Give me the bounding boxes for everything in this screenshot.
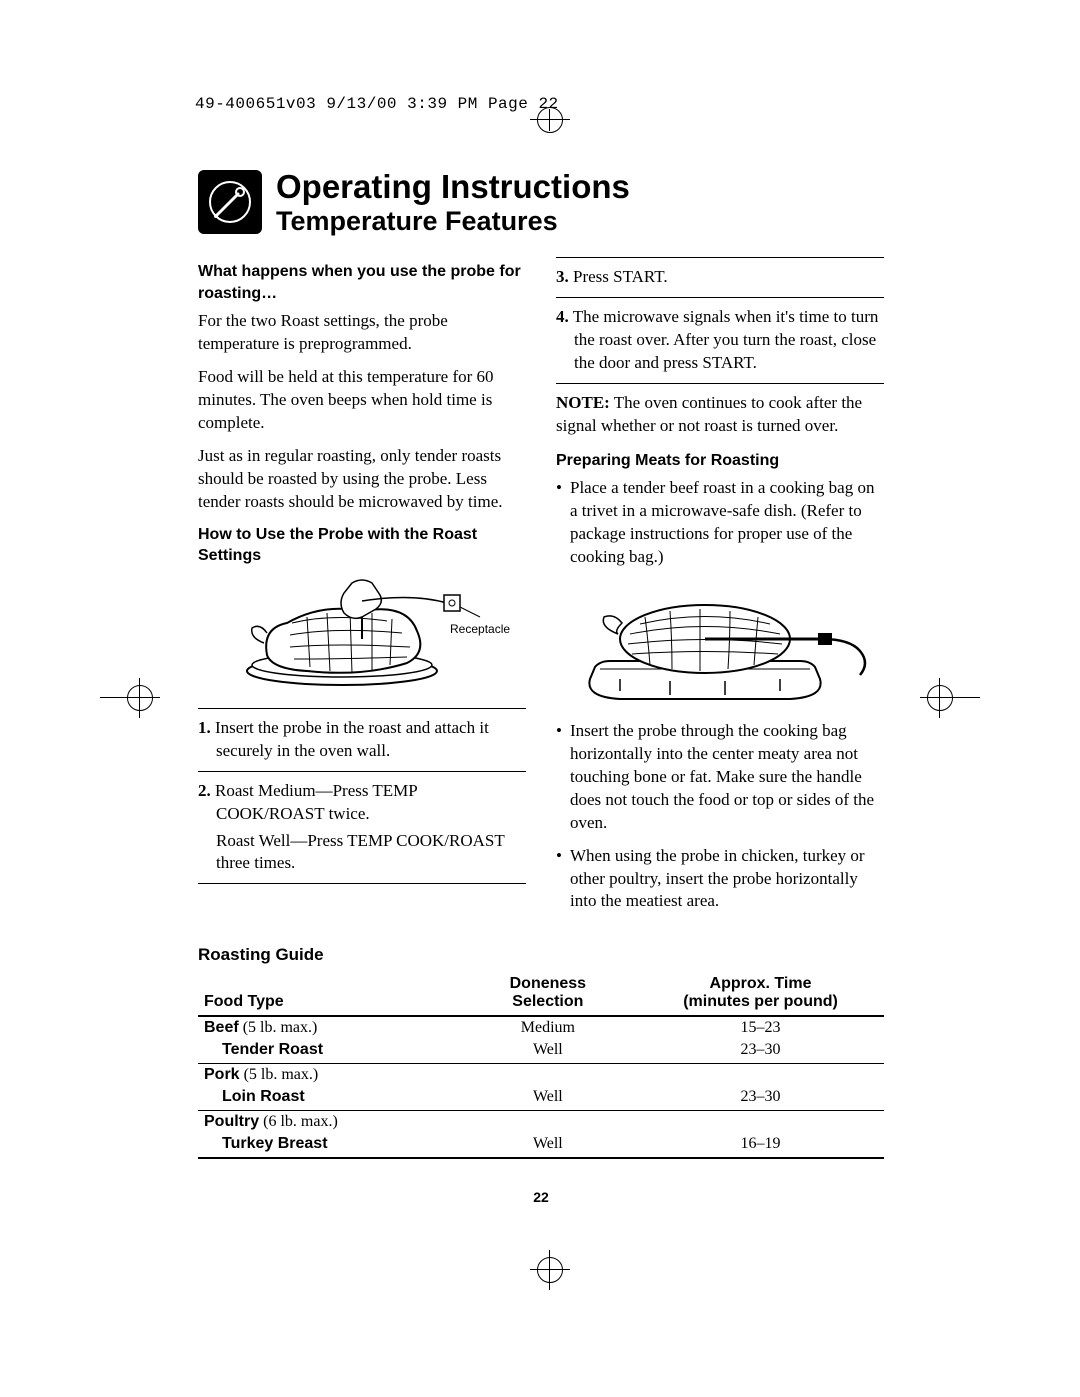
- rule: [556, 257, 884, 258]
- page-number: 22: [198, 1189, 884, 1205]
- left-column: What happens when you use the probe for …: [198, 257, 526, 923]
- rule: [198, 883, 526, 884]
- food-sub: Tender Roast: [204, 1041, 323, 1059]
- table-row: Beef (5 lb. max.) Medium 15–23: [198, 1016, 884, 1039]
- note-para: NOTE: The oven continues to cook after t…: [556, 392, 884, 438]
- food-cat: Poultry: [204, 1113, 259, 1130]
- roasting-table-body: Beef (5 lb. max.) Medium 15–23 Tender Ro…: [198, 1016, 884, 1158]
- step-text: Insert the probe in the roast and attach…: [215, 718, 489, 760]
- para: Food will be held at this temperature fo…: [198, 366, 526, 435]
- print-slug: 49-400651v03 9/13/00 3:39 PM Page 22: [195, 95, 559, 113]
- steps-right: 3. Press START.: [556, 266, 884, 289]
- rule: [198, 771, 526, 772]
- body-columns: What happens when you use the probe for …: [198, 257, 884, 923]
- title-row: Operating Instructions Temperature Featu…: [198, 170, 884, 235]
- col-doneness-l2: Selection: [512, 993, 583, 1010]
- time: 23–30: [637, 1086, 884, 1111]
- food-cat-note: (5 lb. max.): [240, 1066, 319, 1083]
- step-num: 4.: [556, 307, 569, 326]
- step-2: 2. Roast Medium—Press TEMP COOK/ROAST tw…: [198, 780, 526, 876]
- step-1: 1. Insert the probe in the roast and att…: [198, 717, 526, 763]
- bullet: Insert the probe through the cooking bag…: [556, 720, 884, 835]
- steps-left: 1. Insert the probe in the roast and att…: [198, 717, 526, 763]
- table-row: Turkey Breast Well 16–19: [198, 1133, 884, 1158]
- bullets-right: Place a tender beef roast in a cooking b…: [556, 477, 884, 569]
- col-food-type: Food Type: [198, 971, 459, 1016]
- bullets-right-2: Insert the probe through the cooking bag…: [556, 720, 884, 914]
- col-doneness: Doneness Selection: [459, 971, 637, 1016]
- step-text-alt: Roast Well—Press TEMP COOK/ROAST three t…: [216, 830, 526, 876]
- rule: [198, 708, 526, 709]
- illustration-roast-on-trivet: [556, 579, 884, 716]
- col-time-l2: (minutes per pound): [683, 993, 838, 1010]
- page-subtitle: Temperature Features: [276, 207, 630, 235]
- food-cat: Pork: [204, 1066, 240, 1083]
- roasting-guide: Roasting Guide Food Type Doneness Select…: [198, 945, 884, 1159]
- subhead-how-to-use: How to Use the Probe with the Roast Sett…: [198, 524, 526, 567]
- doneness: Well: [459, 1086, 637, 1111]
- step-num: 2.: [198, 781, 211, 800]
- rule: [556, 383, 884, 384]
- steps-right-2: 4. The microwave signals when it's time …: [556, 306, 884, 375]
- step-num: 1.: [198, 718, 211, 737]
- time: [637, 1064, 884, 1087]
- probe-icon: [198, 170, 262, 234]
- time: 23–30: [637, 1039, 884, 1064]
- col-time: Approx. Time (minutes per pound): [637, 971, 884, 1016]
- step-text: Press START.: [573, 267, 668, 286]
- note-lead: NOTE:: [556, 393, 610, 412]
- table-row: Poultry (6 lb. max.): [198, 1111, 884, 1134]
- title-block: Operating Instructions Temperature Featu…: [276, 170, 630, 235]
- food-sub: Loin Roast: [204, 1088, 305, 1106]
- bullet: Place a tender beef roast in a cooking b…: [556, 477, 884, 569]
- table-row: Pork (5 lb. max.): [198, 1064, 884, 1087]
- food-cat-note: (5 lb. max.): [239, 1019, 318, 1036]
- para: For the two Roast settings, the probe te…: [198, 310, 526, 356]
- subhead-preparing-meats: Preparing Meats for Roasting: [556, 450, 884, 472]
- doneness: [459, 1064, 637, 1087]
- doneness: Well: [459, 1133, 637, 1158]
- bullet: When using the probe in chicken, turkey …: [556, 845, 884, 914]
- step-3: 3. Press START.: [556, 266, 884, 289]
- page-title: Operating Instructions: [276, 170, 630, 205]
- col-doneness-l1: Doneness: [510, 975, 586, 992]
- doneness: Medium: [459, 1016, 637, 1039]
- crop-mark-left: [120, 678, 160, 718]
- crop-line-left: [100, 697, 140, 698]
- roasting-guide-title: Roasting Guide: [198, 945, 884, 965]
- crop-mark-bottom: [530, 1250, 570, 1290]
- subhead-what-happens: What happens when you use the probe for …: [198, 261, 526, 304]
- col-time-l1: Approx. Time: [710, 975, 812, 992]
- table-row: Loin Roast Well 23–30: [198, 1086, 884, 1111]
- food-cat-note: (6 lb. max.): [259, 1113, 338, 1130]
- doneness: Well: [459, 1039, 637, 1064]
- steps-left-2: 2. Roast Medium—Press TEMP COOK/ROAST tw…: [198, 780, 526, 876]
- illustration-label-receptacle: Receptacle: [450, 621, 510, 637]
- content-area: Operating Instructions Temperature Featu…: [198, 170, 884, 1205]
- time: 15–23: [637, 1016, 884, 1039]
- food-cat: Beef: [204, 1019, 239, 1036]
- step-num: 3.: [556, 267, 569, 286]
- food-sub: Turkey Breast: [204, 1135, 328, 1153]
- step-text: Roast Medium—Press TEMP COOK/ROAST twice…: [215, 781, 417, 823]
- doneness: [459, 1111, 637, 1134]
- crop-mark-right: [920, 678, 960, 718]
- step-4: 4. The microwave signals when it's time …: [556, 306, 884, 375]
- roasting-table: Food Type Doneness Selection Approx. Tim…: [198, 971, 884, 1159]
- time: 16–19: [637, 1133, 884, 1158]
- right-column: 3. Press START. 4. The microwave signals…: [556, 257, 884, 923]
- time: [637, 1111, 884, 1134]
- rule: [556, 297, 884, 298]
- crop-line-right: [940, 697, 980, 698]
- page: 49-400651v03 9/13/00 3:39 PM Page 22 Ope…: [0, 0, 1080, 1397]
- para: Just as in regular roasting, only tender…: [198, 445, 526, 514]
- illustration-probe-insert: Receptacle: [198, 573, 526, 700]
- step-text: The microwave signals when it's time to …: [573, 307, 879, 372]
- table-row: Tender Roast Well 23–30: [198, 1039, 884, 1064]
